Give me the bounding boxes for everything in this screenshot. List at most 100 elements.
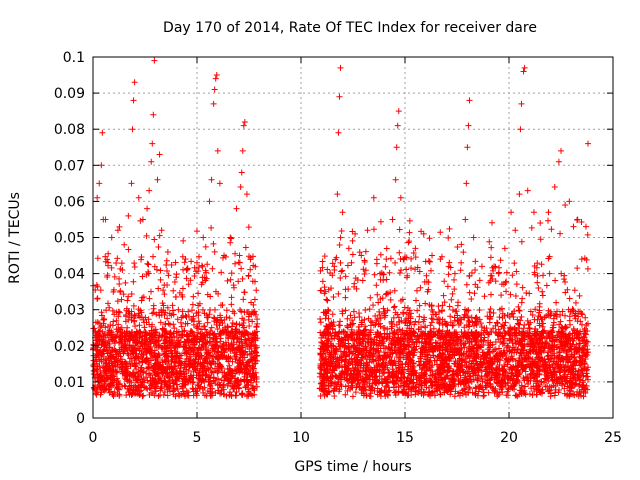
scatter-point-cloud — [171, 345, 178, 352]
scatter-point-cloud — [435, 303, 442, 310]
scatter-point-cloud — [488, 244, 495, 251]
scatter-point-cloud — [235, 335, 242, 342]
scatter-point-cloud — [463, 281, 470, 288]
scatter-point-cloud — [245, 308, 252, 315]
scatter-point-cloud — [529, 392, 536, 399]
scatter-point-cloud — [129, 349, 136, 356]
scatter-point-cloud — [218, 390, 225, 397]
scatter-point-cloud — [169, 302, 176, 309]
scatter-point-cloud — [142, 328, 149, 335]
scatter-point-cloud — [526, 325, 533, 332]
scatter-point-cloud — [405, 239, 412, 246]
scatter-point-cloud — [218, 269, 225, 276]
scatter-point-cloud — [448, 296, 455, 303]
scatter-point-cloud — [170, 321, 177, 328]
scatter-point-cloud — [242, 336, 249, 343]
scatter-point-cloud — [125, 293, 132, 300]
scatter-point-cloud — [213, 339, 220, 346]
scatter-point-cloud — [146, 295, 153, 302]
scatter-point-cloud — [212, 365, 219, 372]
scatter-point-cloud — [169, 350, 176, 357]
scatter-point-cloud — [162, 358, 169, 365]
scatter-point-cloud — [138, 253, 145, 260]
scatter-point-cloud — [130, 278, 137, 285]
scatter-point-cloud — [119, 266, 126, 273]
scatter-point-cloud — [494, 319, 501, 326]
scatter-point-cloud — [227, 239, 234, 246]
scatter-point-cloud — [412, 297, 419, 304]
scatter-point-cloud — [165, 320, 172, 327]
scatter-point-cloud — [497, 257, 504, 264]
scatter-point-cloud — [338, 227, 345, 234]
scatter-point-cloud — [151, 392, 158, 399]
scatter-point-cloud — [172, 293, 179, 300]
scatter-point-cloud — [190, 321, 197, 328]
scatter-point-cloud — [204, 339, 211, 346]
scatter-point-cloud — [239, 344, 246, 351]
scatter-point-cloud — [103, 342, 110, 349]
scatter-point-cloud — [204, 261, 211, 268]
scatter-point-cloud — [210, 375, 217, 382]
scatter-point-cloud — [145, 261, 152, 268]
scatter-point-cloud — [92, 319, 99, 326]
scatter-point-cloud — [251, 341, 258, 348]
scatter-point-cloud — [134, 370, 141, 377]
scatter-point-cloud — [125, 316, 132, 323]
scatter-point-cloud — [112, 333, 119, 340]
scatter-point-cloud — [171, 278, 178, 285]
scatter-point-cloud — [108, 264, 115, 271]
scatter-point-cloud — [148, 389, 155, 396]
scatter-point-cloud — [137, 307, 144, 314]
scatter-point-cloud — [247, 266, 254, 273]
scatter-point-cloud — [105, 329, 112, 336]
scatter-point-cloud — [539, 323, 546, 330]
scatter-point-cloud — [339, 267, 346, 274]
scatter-point-cloud — [143, 336, 150, 343]
scatter-point-cloud — [209, 265, 216, 272]
scatter-point-cloud — [174, 386, 181, 393]
scatter-point-cloud — [119, 348, 126, 355]
scatter-point-cloud — [220, 381, 227, 388]
scatter-point-cloud — [109, 307, 116, 314]
scatter-point-cloud — [139, 393, 146, 400]
scatter-point-cloud — [422, 300, 429, 307]
scatter-point-cloud — [427, 267, 434, 274]
scatter-point-cloud — [148, 323, 155, 330]
scatter-point-cloud — [114, 328, 121, 335]
scatter-point-cloud — [125, 351, 132, 358]
scatter-point-cloud — [121, 342, 128, 349]
scatter-point-cloud — [118, 324, 125, 331]
scatter-point-cloud — [196, 338, 203, 345]
scatter-point-cloud — [145, 316, 152, 323]
scatter-point-cloud — [221, 316, 228, 323]
scatter-point-cloud — [119, 363, 126, 370]
scatter-point-cloud — [210, 368, 217, 375]
scatter-point-cloud — [106, 304, 113, 311]
scatter-point-cloud — [111, 273, 118, 280]
scatter-point-cloud — [444, 283, 451, 290]
scatter-point-cloud — [116, 275, 123, 282]
scatter-point-cloud — [396, 270, 403, 277]
scatter-point-cloud — [225, 335, 232, 342]
scatter-point-cloud — [163, 383, 170, 390]
scatter-point-cloud — [183, 342, 190, 349]
scatter-point-cloud — [227, 276, 234, 283]
scatter-point-cloud — [150, 253, 157, 260]
scatter-point-cloud — [377, 251, 384, 258]
scatter-point-cloud — [445, 234, 452, 241]
scatter-point-cloud — [215, 349, 222, 356]
scatter-point-cloud — [317, 319, 324, 326]
scatter-point-cloud — [229, 308, 236, 315]
scatter-point-cloud — [182, 320, 189, 327]
scatter-point-cloud — [226, 389, 233, 396]
scatter-point-cloud — [342, 294, 349, 301]
scatter-point-cloud — [164, 353, 171, 360]
scatter-point-cloud — [183, 362, 190, 369]
scatter-point-cloud — [519, 284, 526, 291]
scatter-point-cloud — [142, 357, 149, 364]
scatter-point-cloud — [196, 320, 203, 327]
scatter-point-cloud — [417, 284, 424, 291]
scatter-point-cloud — [179, 331, 186, 338]
scatter-point-cloud — [175, 337, 182, 344]
scatter-point-cloud — [161, 312, 168, 319]
